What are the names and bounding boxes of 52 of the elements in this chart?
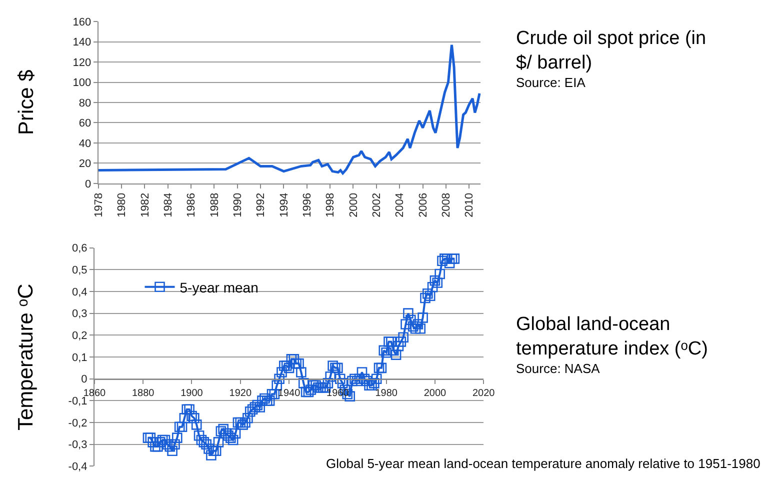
y-tick-label: 160 [72,16,92,28]
text: Crude oil spot price (in $/ barrel) [516,28,706,74]
y-tick-label: -0,3 [68,439,88,452]
x-tick-label: 2004 [394,192,406,218]
legend-label: 5-year mean [180,279,258,296]
source-note: Source: EIA [516,75,586,90]
x-tick-label: 1980 [116,192,128,218]
x-tick-label: 1982 [139,192,152,218]
y-axis-title: Temperature ᵒC [14,284,38,431]
x-tick-label: 1992 [255,192,268,218]
x-tick-label: 1980 [375,388,398,399]
y-tick-label: 140 [72,36,92,49]
x-tick-label: 1920 [229,388,252,399]
y-tick-label: 20 [78,158,92,170]
source-note: Source: NASA [516,361,600,376]
y-tick-label: 0 [81,374,88,386]
y-tick-label: 100 [72,77,92,90]
x-tick-label: 1996 [301,192,314,218]
y-tick-label: -0,1 [68,396,88,408]
x-tick-label: 2010 [464,192,476,218]
y-tick-label: 0,2 [72,330,88,342]
y-tick-label: 80 [78,97,92,110]
x-tick-label: 2006 [417,192,430,218]
y-tick-label: -0,2 [68,417,88,430]
x-tick-label: 2000 [348,192,360,218]
y-tick-label: 0,3 [72,308,88,320]
y-tick-label: 0,4 [72,286,88,298]
x-tick-label: 2000 [424,388,447,399]
x-tick-label: 1988 [208,192,221,218]
text: Global land-ocean temperature index (ᵒC) [516,314,708,360]
y-tick-label: 0,1 [72,352,88,364]
y-tick-label: 0,6 [72,242,88,255]
y-axis-title: Price $ [15,69,38,136]
y-tick-label: 120 [72,56,92,69]
y-tick-label: -0,4 [68,461,88,474]
x-tick-label: 1990 [232,192,244,218]
line-series [98,44,481,175]
x-tick-label: 1986 [186,192,198,218]
x-tick-label: 2020 [472,388,496,399]
x-tick-label: 1998 [324,192,337,218]
x-tick-label: 1978 [92,192,105,218]
y-tick-label: 0,5 [72,264,88,276]
y-tick-label: 0 [85,178,92,190]
x-tick-label: 1984 [162,192,174,218]
y-tick-label: 40 [78,138,92,150]
x-tick-label: 2008 [440,192,453,218]
annotation: Global 5-year mean land-ocean temperature anomaly relative to 1951-1980 [326,456,760,471]
x-tick-label: 2002 [370,192,383,218]
x-tick-label: 1900 [180,388,204,399]
x-tick-label: 1994 [278,192,290,218]
y-tick-label: 60 [78,118,92,130]
x-tick-label: 1880 [132,388,155,399]
